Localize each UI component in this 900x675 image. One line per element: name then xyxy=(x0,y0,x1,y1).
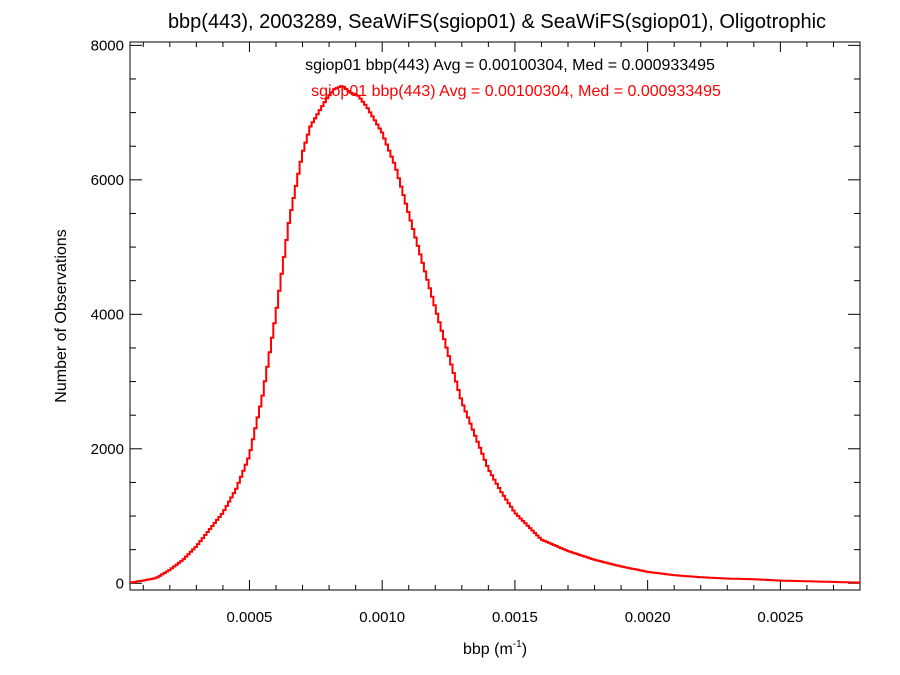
histogram-series-line xyxy=(130,85,860,584)
legend-entry-black: sgiop01 bbp(443) Avg = 0.00100304, Med =… xyxy=(305,57,715,74)
y-tick-label: 6000 xyxy=(91,172,124,189)
y-axis: 0 2000 4000 6000 8000 xyxy=(91,37,860,592)
y-tick-label: 8000 xyxy=(91,37,124,54)
plot-frame xyxy=(129,41,861,591)
chart-title: bbp(443), 2003289, SeaWiFS(sgiop01) & Se… xyxy=(168,11,826,33)
y-tick-label: 0 xyxy=(116,575,124,592)
x-tick-label: 0.0025 xyxy=(757,609,803,626)
x-tick-label: 0.0020 xyxy=(625,609,671,626)
y-tick-label: 2000 xyxy=(91,441,124,458)
legend-entry-red: sgiop01 bbp(443) Avg = 0.00100304, Med =… xyxy=(311,83,721,100)
x-axis-label-suffix: ) xyxy=(522,641,527,658)
y-axis-label: Number of Observations xyxy=(53,229,70,402)
x-axis-label: bbp (m-1) xyxy=(463,639,527,658)
x-tick-label: 0.0015 xyxy=(492,609,538,626)
x-tick-label: 0.0005 xyxy=(227,609,273,626)
y-tick-label: 4000 xyxy=(91,306,124,323)
x-axis: 0.0005 0.0010 0.0015 0.0020 0.0025 xyxy=(142,42,861,626)
x-axis-label-superscript: -1 xyxy=(513,639,522,650)
x-tick-label: 0.0010 xyxy=(359,609,405,626)
x-axis-label-main: bbp (m xyxy=(463,641,513,658)
